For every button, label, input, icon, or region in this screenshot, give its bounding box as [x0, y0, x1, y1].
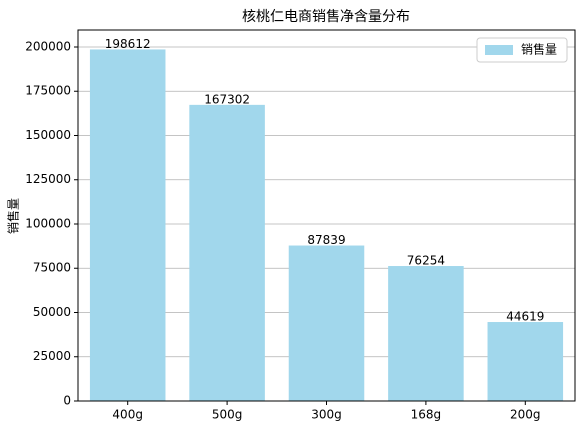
value-label: 76254 [407, 254, 445, 268]
value-label: 198612 [105, 37, 151, 51]
y-tick-label: 175000 [25, 84, 71, 98]
x-tick-label: 400g [112, 408, 143, 422]
x-tick-label: 200g [510, 408, 541, 422]
y-tick-label: 100000 [25, 216, 71, 230]
x-tick-label: 500g [212, 408, 243, 422]
chart-title: 核桃仁电商销售净含量分布 [242, 9, 410, 25]
bar [189, 104, 265, 401]
y-tick-label: 200000 [25, 39, 71, 53]
bar [388, 266, 464, 401]
value-label: 167302 [204, 92, 250, 106]
bar [89, 49, 166, 401]
y-tick-label: 25000 [33, 349, 71, 363]
x-tick-label: 168g [411, 408, 442, 422]
y-tick-label: 50000 [33, 305, 71, 319]
bar [487, 322, 564, 401]
legend-box [476, 37, 568, 63]
bar [288, 245, 365, 401]
value-label: 87839 [307, 233, 345, 247]
y-tick-label: 125000 [25, 172, 71, 186]
legend-label: 销售量 [521, 42, 557, 57]
plot-frame [77, 29, 576, 402]
y-tick-label: 0 [63, 394, 71, 408]
y-tick-label: 150000 [25, 128, 71, 142]
legend-swatch [485, 45, 513, 55]
y-tick-label: 75000 [33, 261, 71, 275]
y-axis-label: 销售量 [6, 198, 21, 234]
value-label: 44619 [506, 310, 544, 324]
x-tick-label: 300g [311, 408, 342, 422]
